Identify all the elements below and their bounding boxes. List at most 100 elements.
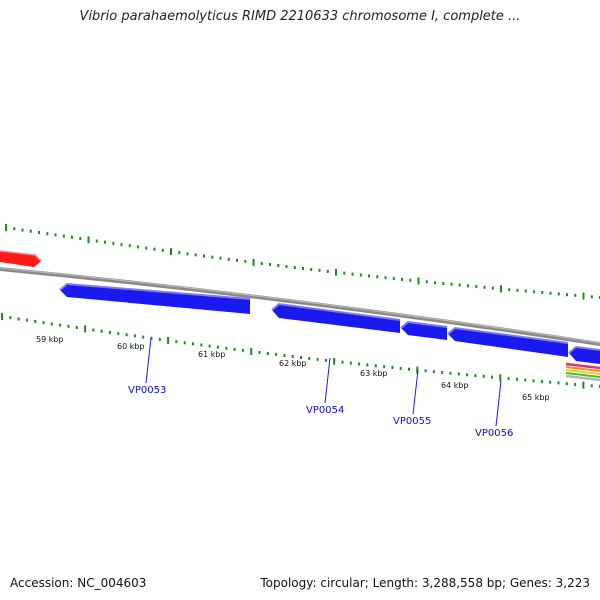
outer-track-minor-tick xyxy=(46,232,49,236)
outer-track-minor-tick xyxy=(71,235,73,239)
outer-track-minor-tick xyxy=(54,233,57,237)
inner-track-major-tick xyxy=(167,337,170,344)
outer-track-minor-tick xyxy=(450,282,453,286)
inner-track-minor-tick xyxy=(308,357,311,360)
outer-tick-track xyxy=(5,224,600,300)
inner-track-minor-tick xyxy=(258,351,261,354)
scale-label-64kbp: 64 kbp xyxy=(441,381,469,390)
inner-track-minor-tick xyxy=(208,344,211,348)
genome-summary-text: Topology: circular; Length: 3,288,558 bp… xyxy=(260,576,590,590)
outer-track-minor-tick xyxy=(178,251,181,255)
inner-tick-track xyxy=(1,313,600,389)
genome-backbone xyxy=(0,267,600,346)
inner-track-minor-tick xyxy=(358,362,361,366)
gene-arrow-vp0053[interactable] xyxy=(59,282,251,314)
gene-arrow-vp0055[interactable] xyxy=(400,320,448,340)
outer-track-minor-tick xyxy=(153,247,156,251)
inner-track-minor-tick xyxy=(349,361,352,365)
outer-track-minor-tick xyxy=(574,293,577,297)
outer-track-minor-tick xyxy=(392,277,395,280)
inner-track-minor-tick xyxy=(466,373,469,377)
outer-track-minor-tick xyxy=(112,241,115,245)
outer-track-major-tick xyxy=(252,259,255,266)
inner-track-minor-tick xyxy=(275,353,278,356)
outer-track-minor-tick xyxy=(244,259,247,263)
inner-track-minor-tick xyxy=(133,334,136,338)
inner-track-minor-tick xyxy=(300,356,302,359)
outer-track-major-tick xyxy=(500,285,502,293)
outer-track-minor-tick xyxy=(458,283,461,287)
inner-track-minor-tick xyxy=(574,382,577,386)
inner-track-minor-tick xyxy=(109,330,111,334)
inner-track-minor-tick xyxy=(524,378,527,382)
gene-arrow-vp0054[interactable] xyxy=(271,302,401,333)
gene-arrow-vp0056[interactable] xyxy=(447,326,569,357)
outer-track-minor-tick xyxy=(533,290,535,294)
scale-label-65kbp: 65 kbp xyxy=(522,393,550,402)
outer-track-minor-tick xyxy=(236,258,238,262)
accession-text: Accession: NC_004603 xyxy=(10,576,147,590)
outer-track-minor-tick xyxy=(161,248,164,252)
outer-track-major-tick xyxy=(335,268,337,276)
inner-track-minor-tick xyxy=(266,352,269,355)
outer-track-minor-tick xyxy=(524,289,527,293)
outer-track-minor-tick xyxy=(566,293,568,297)
scale-label-61kbp: 61 kbp xyxy=(198,350,226,359)
outer-track-minor-tick xyxy=(434,281,436,285)
outer-track-minor-tick xyxy=(13,227,16,231)
outer-track-minor-tick xyxy=(343,271,346,275)
inner-track-minor-tick xyxy=(515,377,518,381)
inner-track-minor-tick xyxy=(557,381,560,385)
outer-track-minor-tick xyxy=(401,277,403,281)
map-title: Vibrio parahaemolyticus RIMD 2210633 chr… xyxy=(79,9,521,24)
outer-track-minor-tick xyxy=(104,240,106,244)
inner-track-minor-tick xyxy=(59,323,62,327)
inner-track-minor-tick xyxy=(590,384,593,388)
gene-label-vp0055[interactable]: VP0055 xyxy=(393,416,431,427)
gene-arrow-partial[interactable] xyxy=(568,345,600,364)
outer-track-minor-tick xyxy=(137,245,139,249)
inner-track-minor-tick xyxy=(424,369,427,373)
outer-track-minor-tick xyxy=(128,244,131,248)
inner-track-minor-tick xyxy=(225,346,228,350)
outer-track-minor-tick xyxy=(21,228,24,232)
scale-label-59kbp: 59 kbp xyxy=(36,335,64,344)
inner-track-minor-tick xyxy=(17,317,20,321)
inner-track-minor-tick xyxy=(142,335,145,339)
gene-label-vp0056[interactable]: VP0056 xyxy=(475,428,513,439)
inner-track-major-tick xyxy=(84,325,87,333)
inner-track-minor-tick xyxy=(233,347,236,351)
inner-track-minor-tick xyxy=(92,328,95,332)
outer-track-minor-tick xyxy=(277,264,280,267)
inner-track-major-tick xyxy=(250,348,253,355)
gene-label-lines xyxy=(145,337,502,427)
inner-track-minor-tick xyxy=(200,343,203,347)
inner-track-minor-tick xyxy=(374,364,377,368)
inner-track-minor-tick xyxy=(42,321,45,325)
inner-track-minor-tick xyxy=(100,329,103,333)
outer-track-minor-tick xyxy=(541,291,544,294)
outer-track-minor-tick xyxy=(120,243,123,247)
inner-track-minor-tick xyxy=(175,340,178,344)
outer-track-minor-tick xyxy=(38,230,40,234)
inner-track-minor-tick xyxy=(399,366,402,370)
outer-track-minor-tick xyxy=(227,257,230,261)
scale-label-63kbp: 63 kbp xyxy=(360,369,388,378)
outer-track-minor-tick xyxy=(491,286,494,290)
outer-track-minor-tick xyxy=(359,273,362,277)
outer-track-minor-tick xyxy=(95,239,98,243)
inner-track-minor-tick xyxy=(391,366,394,369)
gene-label-vp0054[interactable]: VP0054 xyxy=(306,405,344,416)
outer-track-minor-tick xyxy=(260,262,263,265)
outer-track-minor-tick xyxy=(368,274,370,278)
outer-track-minor-tick xyxy=(326,269,329,273)
inner-track-minor-tick xyxy=(474,374,477,378)
outer-track-major-tick xyxy=(417,277,420,285)
inner-track-minor-tick xyxy=(482,374,485,378)
outer-track-minor-tick xyxy=(516,288,519,292)
inner-track-major-tick xyxy=(582,381,585,389)
outer-track-minor-tick xyxy=(475,285,478,289)
forward-gene-arrow[interactable] xyxy=(0,250,42,267)
gene-label-vp0053[interactable]: VP0053 xyxy=(128,385,166,396)
